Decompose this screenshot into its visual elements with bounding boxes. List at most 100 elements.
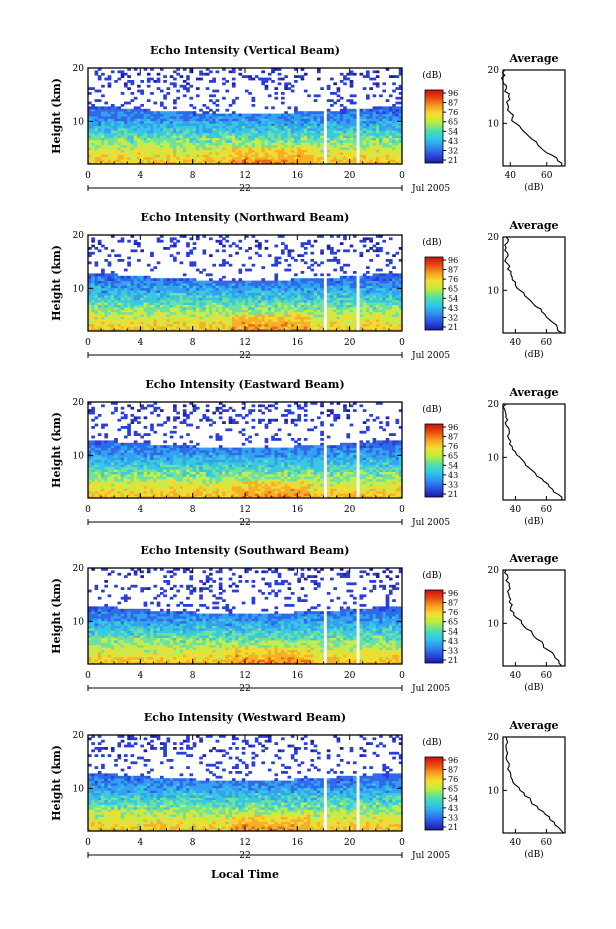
heatmap-cell bbox=[123, 147, 128, 150]
heatmap-cell bbox=[326, 259, 331, 262]
heatmap-cell bbox=[258, 295, 262, 298]
heatmap-cell bbox=[346, 287, 351, 291]
heatmap-cell bbox=[159, 149, 164, 153]
heatmap-cell bbox=[241, 287, 246, 291]
heatmap-cell bbox=[251, 125, 256, 129]
heatmap-cell bbox=[215, 299, 220, 303]
heatmap-cell bbox=[209, 319, 213, 322]
heatmap-cell bbox=[104, 132, 109, 136]
heatmap-cell bbox=[218, 123, 223, 126]
heatmap-cell bbox=[153, 159, 158, 162]
heatmap-cell bbox=[97, 249, 102, 253]
heatmap-cell bbox=[166, 290, 171, 293]
heatmap-cell bbox=[251, 297, 256, 301]
heatmap-cell bbox=[222, 311, 226, 315]
heatmap-cell bbox=[316, 125, 321, 129]
heatmap-cell bbox=[333, 302, 337, 305]
heatmap-cell bbox=[395, 295, 400, 298]
heatmap-cell bbox=[150, 152, 154, 155]
heatmap-cell bbox=[215, 125, 220, 129]
heatmap-cell bbox=[261, 125, 266, 129]
heatmap-cell bbox=[303, 251, 308, 255]
heatmap-cell bbox=[245, 116, 249, 119]
heatmap-cell bbox=[290, 159, 295, 162]
heatmap-cell bbox=[228, 123, 233, 126]
heatmap-cell bbox=[294, 307, 298, 310]
heatmap-cell bbox=[215, 70, 220, 74]
heatmap-cell bbox=[287, 290, 292, 293]
heatmap-cell bbox=[316, 68, 321, 71]
heatmap-cell bbox=[189, 304, 194, 308]
heatmap-cell bbox=[310, 304, 315, 308]
heatmap-cell bbox=[94, 285, 99, 289]
heatmap-cell bbox=[225, 142, 230, 146]
heatmap-cell bbox=[346, 302, 351, 305]
heatmap-cell bbox=[382, 311, 387, 315]
heatmap-cell bbox=[130, 92, 135, 95]
heatmap-cell bbox=[212, 123, 216, 126]
heatmap-cell bbox=[385, 287, 390, 291]
heatmap-cell bbox=[336, 328, 341, 332]
heatmap-cell bbox=[117, 113, 122, 117]
heatmap-cell bbox=[366, 120, 370, 124]
heatmap-cell bbox=[375, 116, 380, 119]
heatmap-cell bbox=[300, 302, 305, 305]
heatmap-cell bbox=[120, 290, 125, 293]
heatmap-cell bbox=[245, 249, 249, 253]
heatmap-cell bbox=[140, 278, 144, 281]
heatmap-cell bbox=[290, 84, 295, 88]
heatmap-cell bbox=[140, 152, 144, 155]
heatmap-cell bbox=[199, 307, 203, 310]
heatmap-cell bbox=[251, 77, 256, 81]
heatmap-cell bbox=[159, 283, 164, 286]
heatmap-cell bbox=[231, 295, 236, 298]
heatmap-cell bbox=[166, 92, 171, 95]
heatmap-cell bbox=[294, 137, 298, 141]
heatmap-cell bbox=[166, 309, 171, 313]
heatmap-cell bbox=[120, 316, 125, 320]
heatmap-cell bbox=[179, 120, 184, 124]
heatmap-cell bbox=[280, 137, 285, 141]
heatmap-cell bbox=[179, 152, 184, 155]
heatmap-cell bbox=[231, 99, 236, 102]
heatmap-cell bbox=[169, 323, 174, 327]
heatmap-cell bbox=[248, 113, 252, 117]
heatmap-cell bbox=[379, 328, 383, 332]
heatmap-cell bbox=[179, 285, 184, 289]
heatmap-cell bbox=[231, 135, 236, 138]
heatmap-cell bbox=[349, 72, 354, 76]
heatmap-cell bbox=[287, 309, 292, 313]
heatmap-cell bbox=[320, 297, 324, 301]
heatmap-cell bbox=[369, 239, 373, 243]
heatmap-cell bbox=[398, 316, 403, 320]
heatmap-cell bbox=[94, 307, 99, 310]
heatmap-cell bbox=[238, 135, 243, 138]
heatmap-cell bbox=[388, 237, 393, 241]
heatmap-cell bbox=[290, 319, 295, 322]
heatmap-cell bbox=[372, 321, 377, 325]
heatmap-cell bbox=[169, 283, 174, 286]
heatmap-cell bbox=[369, 297, 373, 301]
heatmap-cell bbox=[143, 118, 148, 122]
heatmap-cell bbox=[202, 144, 207, 148]
heatmap-cell bbox=[225, 326, 230, 329]
heatmap-cell bbox=[238, 147, 243, 150]
heatmap-cell bbox=[169, 140, 174, 143]
heatmap-cell bbox=[173, 152, 177, 155]
heatmap-cell bbox=[88, 261, 92, 265]
heatmap-cell bbox=[120, 280, 125, 284]
heatmap-cell bbox=[114, 287, 118, 291]
heatmap-cell bbox=[169, 319, 174, 322]
heatmap-cell bbox=[163, 130, 167, 134]
heatmap-cell bbox=[326, 147, 331, 150]
heatmap-cell bbox=[248, 116, 252, 119]
heatmap-cell bbox=[333, 111, 337, 114]
heatmap-cell bbox=[114, 307, 118, 310]
heatmap-cell bbox=[339, 266, 344, 269]
heatmap-cell bbox=[150, 142, 154, 146]
heatmap-cell bbox=[218, 307, 223, 310]
heatmap-cell bbox=[192, 242, 197, 245]
heatmap-cell bbox=[372, 304, 377, 308]
heatmap-cell bbox=[336, 283, 341, 286]
heatmap-cell bbox=[303, 135, 308, 138]
